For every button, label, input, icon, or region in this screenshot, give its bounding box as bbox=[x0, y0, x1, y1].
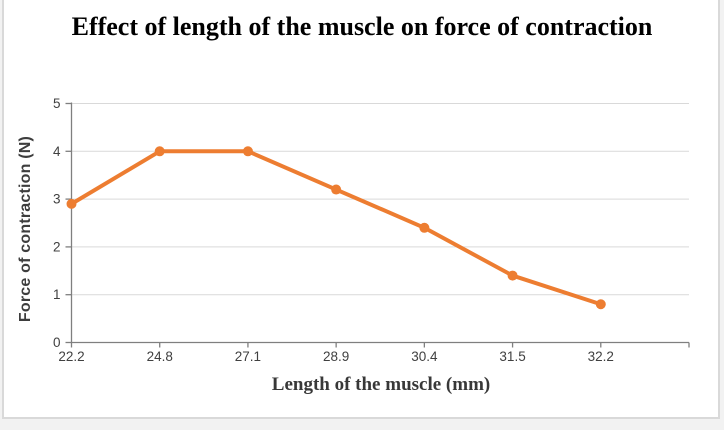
x-tick-label: 32.2 bbox=[588, 349, 614, 364]
y-axis-title: Force of contraction (N) bbox=[17, 135, 34, 323]
x-tick-label: 22.2 bbox=[58, 349, 84, 364]
series-line bbox=[69, 149, 603, 307]
y-tick-label: 1 bbox=[53, 287, 61, 302]
data-point-marker bbox=[242, 146, 253, 157]
chart-container bbox=[2, 0, 720, 419]
data-point-marker bbox=[331, 184, 342, 195]
y-tick-label: 5 bbox=[53, 96, 61, 111]
data-point-marker bbox=[507, 270, 518, 281]
chart-title: Effect of length of the muscle on force … bbox=[71, 12, 653, 41]
x-tick-label: 31.5 bbox=[499, 349, 525, 364]
x-tick-label: 28.9 bbox=[323, 349, 349, 364]
data-point-marker bbox=[154, 146, 165, 157]
data-point-marker bbox=[595, 299, 606, 310]
y-tick-label: 0 bbox=[53, 335, 61, 350]
x-axis-title: Length of the muscle (mm) bbox=[271, 374, 491, 395]
x-tick-label: 27.1 bbox=[235, 349, 261, 364]
x-tick-label: 24.8 bbox=[147, 349, 173, 364]
data-point-marker bbox=[419, 222, 430, 233]
x-tick-label: 30.4 bbox=[411, 349, 438, 364]
data-point-marker bbox=[66, 198, 77, 209]
y-tick-label: 2 bbox=[53, 239, 61, 254]
y-tick-label: 4 bbox=[53, 144, 61, 159]
y-tick-label: 3 bbox=[53, 192, 61, 207]
